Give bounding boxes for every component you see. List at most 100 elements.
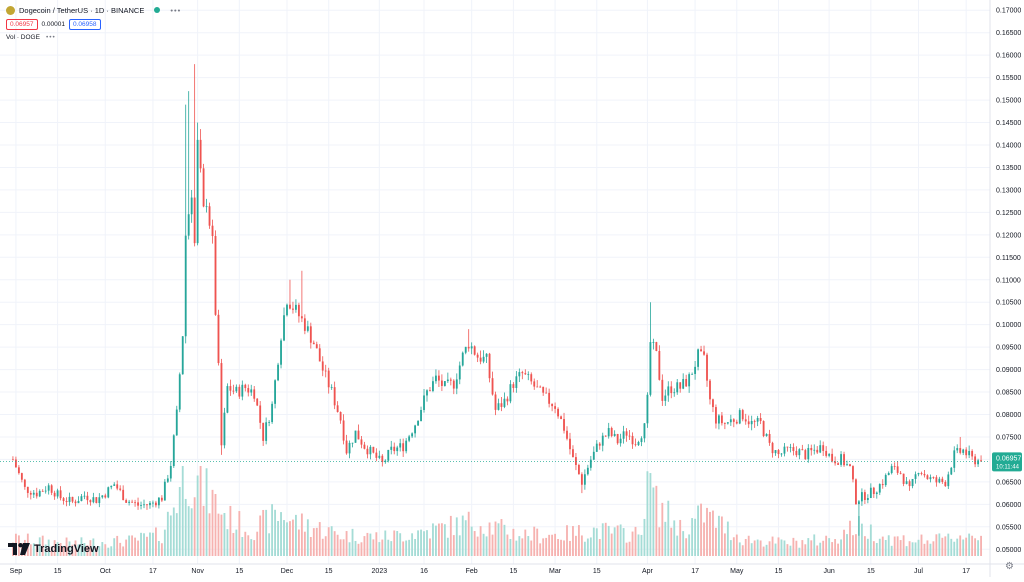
volume-bar: [592, 527, 595, 556]
candle-body: [753, 420, 756, 422]
volume-bar: [295, 514, 297, 556]
volume-bar: [333, 531, 336, 556]
candle-body: [23, 479, 26, 487]
volume-bar: [181, 466, 184, 556]
candle-body: [801, 449, 804, 451]
candle-body: [327, 370, 330, 388]
candle-body: [89, 500, 92, 503]
candle-body: [828, 453, 831, 456]
more-icon[interactable]: •••: [170, 5, 182, 15]
volume-more-icon[interactable]: •••: [45, 34, 56, 41]
y-tick-label: 0.11500: [996, 255, 1021, 262]
candle-body: [655, 342, 658, 352]
candle-body: [917, 473, 920, 475]
candle-body: [694, 366, 697, 374]
volume-bar: [443, 524, 446, 556]
volume-bar: [396, 531, 399, 556]
y-tick-label: 0.08000: [996, 412, 1021, 419]
candle-body: [735, 421, 738, 424]
volume-bar: [232, 533, 235, 556]
volume-label[interactable]: Vol · DOGE: [6, 34, 40, 41]
volume-bar: [595, 528, 598, 556]
volume-bar: [366, 532, 369, 556]
volume-bar: [610, 533, 613, 556]
candle-body: [372, 446, 375, 453]
volume-bar: [706, 507, 708, 556]
volume-bar: [798, 547, 801, 556]
candle-body: [250, 389, 253, 393]
volume-bar: [807, 538, 810, 556]
candle-body: [163, 481, 166, 501]
candle-body: [178, 374, 181, 410]
volume-bar: [211, 489, 214, 556]
candle-body: [575, 457, 577, 465]
volume-bar: [542, 538, 545, 556]
candle-body: [956, 448, 959, 451]
candle-body: [935, 477, 938, 483]
candle-body: [241, 384, 244, 397]
tradingview-brand[interactable]: TradingView: [8, 543, 99, 555]
buy-button[interactable]: 0.06958: [69, 19, 101, 30]
volume-bar: [726, 521, 729, 556]
x-tick-label: 16: [420, 568, 428, 575]
volume-bar: [449, 515, 452, 556]
candle-body: [41, 490, 44, 492]
candle-body: [104, 495, 107, 498]
volume-bar: [878, 538, 881, 556]
settings-gear-icon[interactable]: ⚙: [1005, 561, 1014, 572]
volume-bar: [47, 539, 50, 556]
candle-body: [703, 351, 705, 355]
volume-bar: [411, 533, 414, 556]
y-tick-label: 0.10500: [996, 300, 1021, 307]
time-axis[interactable]: Sep 15 Oct 17 Nov 15 Dec 15 2023 16 Feb 15 Mar 15 Apr 1…: [0, 563, 1024, 575]
candle-body: [911, 478, 914, 487]
volume-bar: [113, 538, 116, 556]
price-axis[interactable]: 0.17000 0.16500 0.16000 0.15500 0.15000 0.145…: [989, 0, 1021, 577]
volume-bar: [959, 535, 962, 556]
candle-body: [411, 433, 414, 437]
candle-body: [196, 139, 199, 244]
candle-body: [318, 348, 321, 362]
volume-bar: [741, 545, 744, 556]
candle-body: [649, 342, 652, 395]
candle-body: [929, 477, 932, 480]
candle-body: [869, 487, 872, 499]
candle-body: [741, 410, 744, 420]
candle-body: [303, 318, 306, 331]
sell-button[interactable]: 0.06957: [6, 19, 38, 30]
volume-bar: [446, 537, 449, 556]
volume-bar: [149, 532, 151, 556]
volume-bar: [831, 542, 834, 556]
volume-bar: [83, 543, 86, 556]
volume-bar: [834, 539, 837, 556]
symbol-title[interactable]: Dogecoin / TetherUS · 1D · BINANCE: [19, 5, 145, 15]
candle-body: [461, 352, 464, 366]
candle-body: [646, 394, 649, 424]
volume-bar: [822, 540, 825, 556]
volume-bar: [95, 547, 98, 556]
volume-bar: [417, 530, 419, 556]
candle-body: [122, 489, 125, 501]
volume-bar: [107, 547, 110, 556]
volume-bar: [399, 533, 402, 556]
candle-body: [729, 419, 732, 423]
volume-bar: [795, 540, 798, 556]
volume-bar: [101, 542, 104, 556]
y-tick-label: 0.12500: [996, 210, 1021, 217]
volume-bar: [735, 534, 738, 556]
volume-bar: [12, 542, 14, 556]
candle-body: [235, 386, 238, 392]
candle-body: [569, 438, 571, 450]
candle-body: [664, 395, 667, 401]
volume-bar: [461, 515, 464, 556]
candle-body: [896, 466, 899, 473]
candle-body: [658, 351, 661, 380]
candle-body: [265, 422, 268, 441]
volume-bar: [521, 538, 524, 556]
volume-bar: [92, 538, 95, 556]
candle-body: [113, 484, 116, 486]
candle-body: [280, 340, 282, 365]
volume-bar: [184, 498, 187, 556]
